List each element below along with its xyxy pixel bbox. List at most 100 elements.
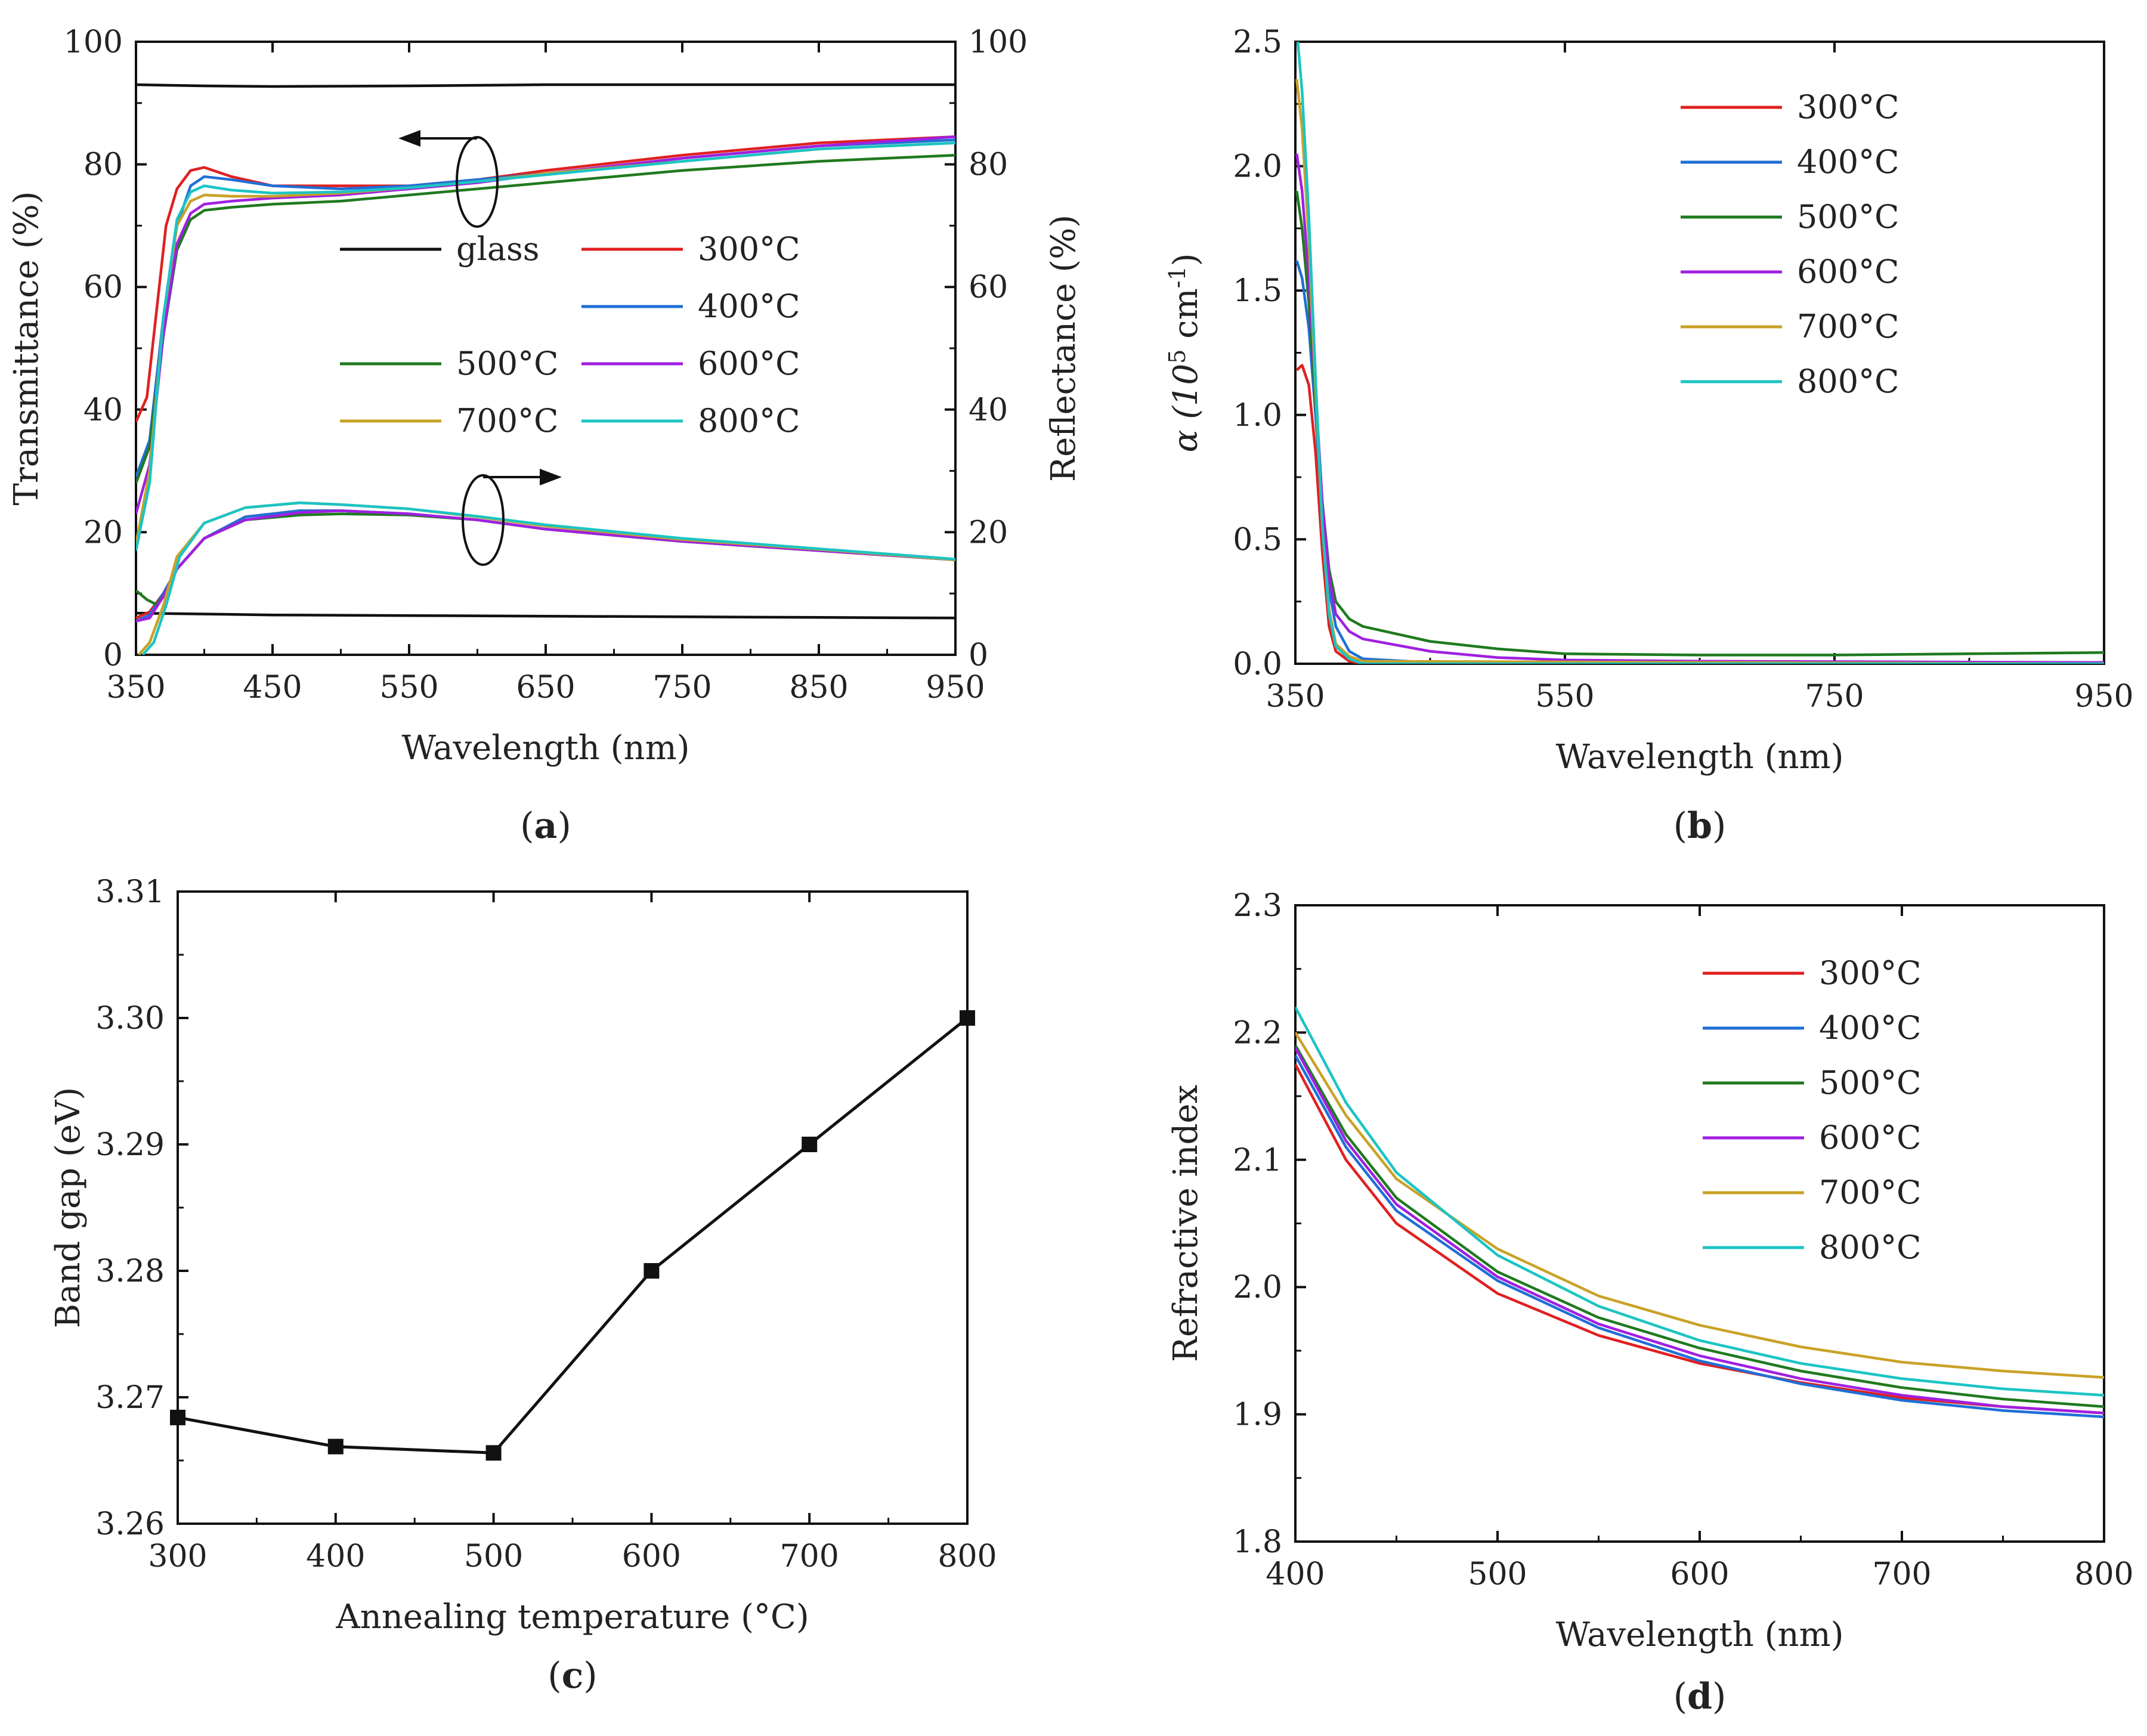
y-tick-label: 0 [103,638,123,673]
y-axis-title-sup: 5 [1164,349,1190,364]
series-line-800-c [141,501,955,655]
x-tick-label: 400 [306,1539,365,1574]
x-axis-title: Wavelength (nm) [1555,738,1843,776]
y-axis-title-part: ) [1167,253,1205,266]
series-line-600-c [136,135,955,515]
panel-label-letter: a [534,805,558,847]
series-line-400-c [1295,260,2104,664]
series-line-800-c [136,141,955,551]
series-line-band-gap [178,1017,967,1455]
plot-frame [177,890,969,1525]
x-tick-label: 800 [938,1539,997,1574]
panel-label-paren: ( [1673,805,1687,847]
panel-d-chart: 400 500 600 700 800 1.8 1.9 2.0 2.1 2.2 2.3 Wavelen… [1167,888,2134,1718]
x-tick-label: 950 [2074,679,2133,714]
x-tick-label: 450 [243,670,302,705]
y-tick-label: 100 [64,24,123,60]
series-line-300-c [1295,364,2104,664]
y-right-tick-label: 80 [969,147,1008,183]
legend-label: 800°C [1819,1228,1921,1266]
panel-c-chart: 300 400 500 600 700 800 3.26 3.27 3.28 3.29 3.30 3.… [49,874,997,1697]
y-right-tick-label: 100 [969,24,1028,60]
x-tick-label: 550 [379,670,438,705]
data-point-marker [644,1263,660,1279]
x-tick-label: 400 [1266,1556,1325,1592]
panel-label-paren: ) [583,1655,597,1697]
legend-label: 800°C [698,402,800,440]
series-line-400-c [1295,1054,2104,1419]
x-tick-label: 850 [789,670,848,705]
panel-a-chart: 350 450 550 650 750 850 9500204060801000204060… [7,24,1083,847]
arrow-right-icon [540,469,562,485]
x-tick-label: 500 [1468,1556,1527,1592]
reflectance-ellipse [462,474,505,566]
series-line-700-c [136,141,955,545]
series-group [1295,1006,2104,1419]
panel-a-annotations [398,130,562,566]
y-axis-title-part: α (10 [1167,364,1205,453]
data-point-marker [327,1438,344,1455]
data-point-marker [170,1409,185,1425]
y-tick-label: 1.8 [1233,1524,1282,1560]
y-right-tick-label: 40 [969,392,1008,428]
legend-label: 500°C [1819,1064,1921,1101]
y-tick-label: 3.30 [95,1001,165,1036]
data-point-marker [485,1445,502,1461]
series-line-800-c [1296,42,2104,664]
y-tick-label: 2.3 [1233,888,1282,924]
y-tick-label: 1.5 [1233,273,1282,309]
y-tick-label: 60 [83,270,123,305]
x-tick-label: 750 [1805,679,1864,714]
x-tick-label: 650 [516,670,575,705]
series-line-300-c [136,135,955,423]
series-line-500-c [1295,190,2104,657]
panel-label: (d) [1673,1676,1727,1718]
y-right-tick-label: 0 [969,638,988,673]
y-axis-title: α (105 cm-1) [1164,253,1205,452]
series-line-600-c [1295,153,2104,664]
legend-label: 500°C [456,345,558,382]
panel-label: (b) [1673,805,1727,847]
x-tick-label: 350 [1266,679,1325,714]
x-tick-label: 350 [106,670,165,705]
y-axis-title: Band gap (eV) [49,1087,88,1328]
x-tick-label: 950 [926,670,985,705]
legend-label: 600°C [1797,253,1899,290]
series-line-500-c [1295,1044,2104,1409]
panel-label-letter: c [562,1655,584,1697]
legend-label: 700°C [1819,1174,1921,1211]
y-axis-title: Transmittance (%) [7,191,46,506]
y-tick-label: 1.0 [1233,398,1282,434]
x-tick-label: 600 [1670,1556,1729,1592]
y-tick-label: 3.26 [95,1506,165,1542]
y-tick-label: 1.9 [1233,1397,1282,1433]
x-tick-label: 700 [780,1539,839,1574]
series-line-500-c [136,512,955,606]
panel-b-chart: 350 550 750 950 0.0 0.5 1.0 1.5 2.0 2.5 Wavelength… [1164,24,2134,847]
series-group [136,83,955,655]
legend-label: 400°C [698,287,800,325]
data-point-marker [960,1010,975,1026]
series-group [1295,42,2104,664]
x-tick-label: 500 [464,1539,523,1574]
panel-label-letter: d [1687,1676,1712,1718]
y-axis-title-sup: -1 [1164,266,1190,288]
panel-label: (c) [547,1655,597,1697]
panel-label-letter: b [1687,805,1712,847]
legend-label: 300°C [698,230,800,268]
plot-frame [1294,41,2105,665]
series-line-600-c [136,509,955,623]
legend-label: 300°C [1819,954,1921,992]
panel-label-paren: ) [1712,1676,1726,1718]
y-tick-label: 2.0 [1233,1270,1282,1305]
panel-label-paren: ) [1712,805,1726,847]
arrow-left-icon [398,130,420,147]
legend-label: glass [456,230,539,268]
legend: 300°C 400°C 500°C 600°C 700°C 800°C [1703,954,1921,1266]
legend-label: 700°C [456,402,558,440]
y-tick-label: 2.5 [1233,24,1282,60]
panel-label-paren: ( [520,805,534,847]
x-axis-title: Annealing temperature (°C) [335,1598,809,1636]
y-tick-label: 2.2 [1233,1015,1282,1051]
